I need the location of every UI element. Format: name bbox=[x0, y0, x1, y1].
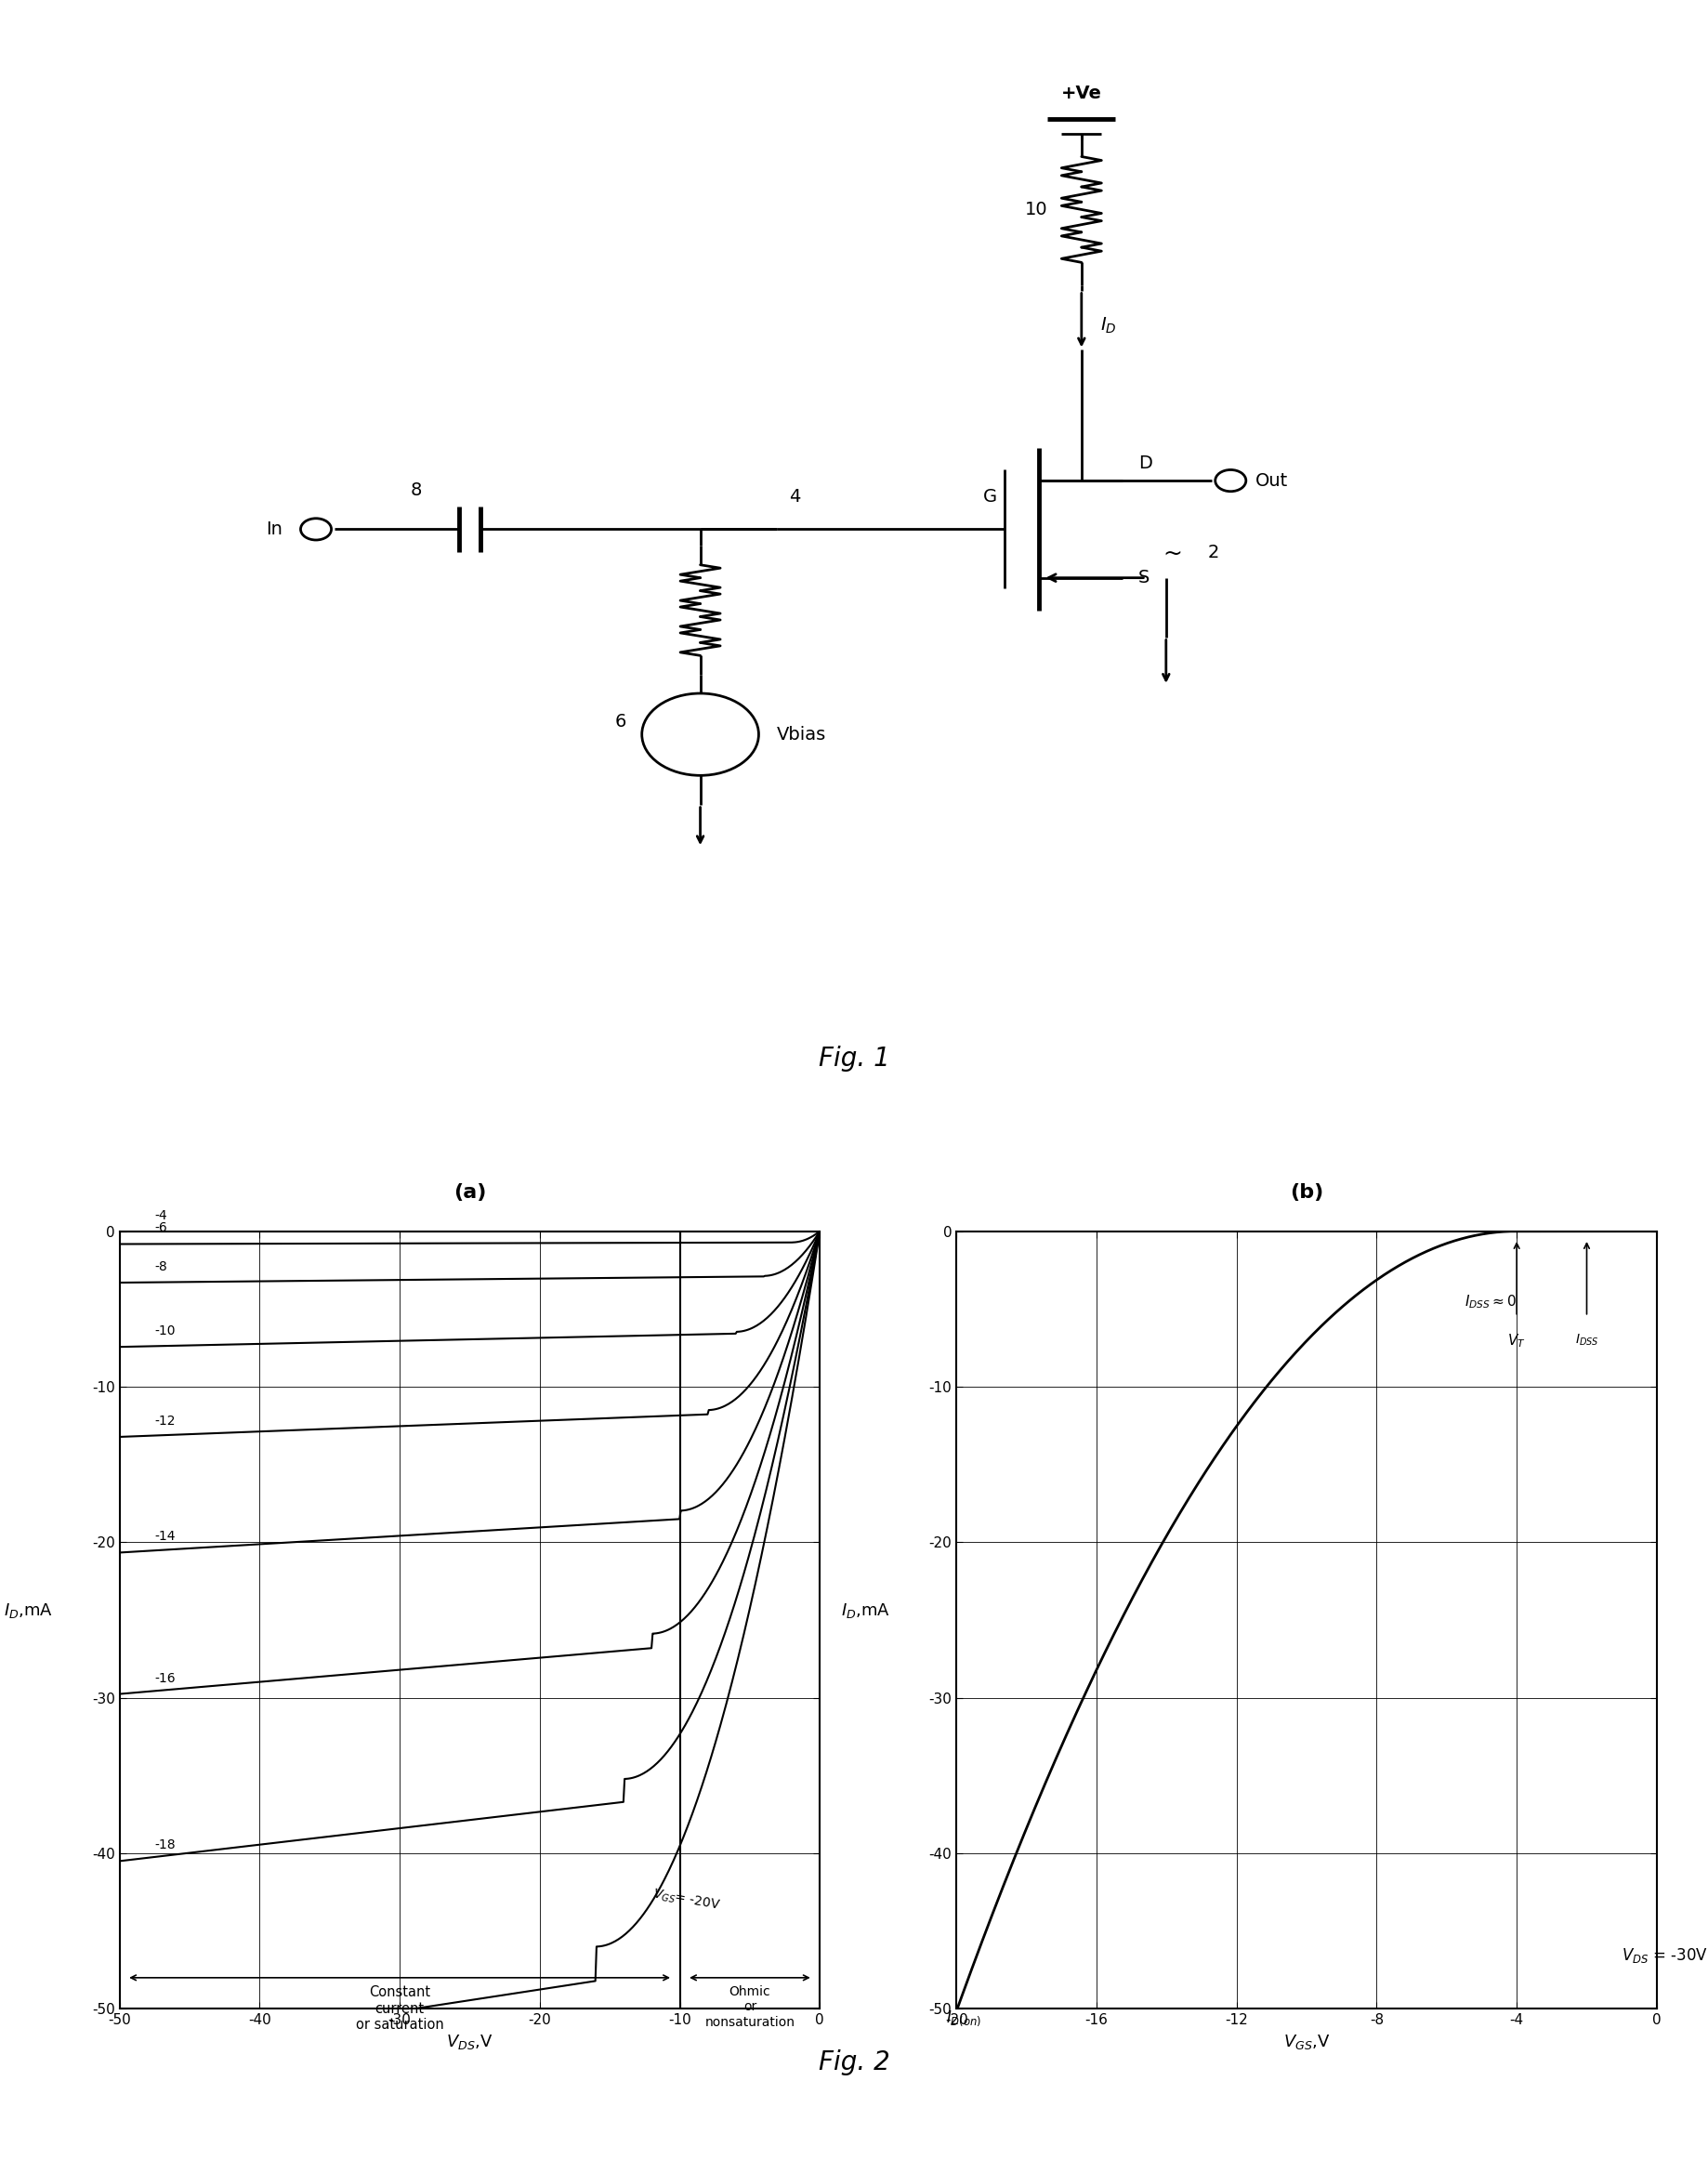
Text: -6: -6 bbox=[155, 1223, 167, 1236]
Text: $I_{DSS}$: $I_{DSS}$ bbox=[1575, 1333, 1599, 1348]
Text: 6: 6 bbox=[615, 713, 627, 730]
Text: D: D bbox=[1139, 454, 1153, 471]
Text: 4: 4 bbox=[789, 488, 801, 505]
Text: (b): (b) bbox=[1290, 1184, 1324, 1201]
Text: -16: -16 bbox=[155, 1672, 176, 1685]
Text: -4: -4 bbox=[155, 1210, 167, 1223]
Text: Constant
current
or saturation: Constant current or saturation bbox=[355, 1985, 444, 2033]
Text: -14: -14 bbox=[155, 1529, 176, 1542]
Text: G: G bbox=[982, 488, 997, 505]
Text: 10: 10 bbox=[1025, 201, 1047, 218]
Text: $V_{GS}$= -20V: $V_{GS}$= -20V bbox=[652, 1886, 722, 1914]
Text: $V_{DS}$ = -30V: $V_{DS}$ = -30V bbox=[1621, 1946, 1708, 1966]
Text: 2: 2 bbox=[1208, 544, 1220, 562]
Text: +Ve: +Ve bbox=[1061, 84, 1102, 102]
Text: S: S bbox=[1139, 568, 1149, 588]
Text: (a): (a) bbox=[453, 1184, 487, 1201]
Text: $V_T$: $V_T$ bbox=[1508, 1333, 1525, 1350]
Text: $I_D$: $I_D$ bbox=[1100, 315, 1117, 335]
Text: Ohmic
or
nonsaturation: Ohmic or nonsaturation bbox=[705, 1985, 794, 2028]
Text: In: In bbox=[265, 521, 282, 538]
Text: -10: -10 bbox=[155, 1324, 176, 1337]
Text: -18: -18 bbox=[155, 1838, 176, 1851]
Text: $I_{DSS}\approx$0: $I_{DSS}\approx$0 bbox=[1464, 1294, 1517, 1311]
Text: Out: Out bbox=[1255, 471, 1288, 490]
Text: Fig. 1: Fig. 1 bbox=[818, 1045, 890, 1071]
Text: 8: 8 bbox=[410, 482, 422, 499]
Y-axis label: $I_D$,mA: $I_D$,mA bbox=[3, 1601, 53, 1620]
Text: -8: -8 bbox=[155, 1259, 167, 1272]
X-axis label: $V_{DS}$,V: $V_{DS}$,V bbox=[446, 2033, 494, 2052]
X-axis label: $V_{GS}$,V: $V_{GS}$,V bbox=[1283, 2033, 1331, 2052]
Text: ~: ~ bbox=[1163, 542, 1182, 566]
Text: Vbias: Vbias bbox=[777, 726, 827, 743]
Text: -12: -12 bbox=[155, 1415, 176, 1428]
Text: Fig. 2: Fig. 2 bbox=[818, 2050, 890, 2076]
Text: $I_{D(on)}$: $I_{D(on)}$ bbox=[946, 2009, 982, 2028]
Y-axis label: $I_D$,mA: $I_D$,mA bbox=[840, 1601, 890, 1620]
